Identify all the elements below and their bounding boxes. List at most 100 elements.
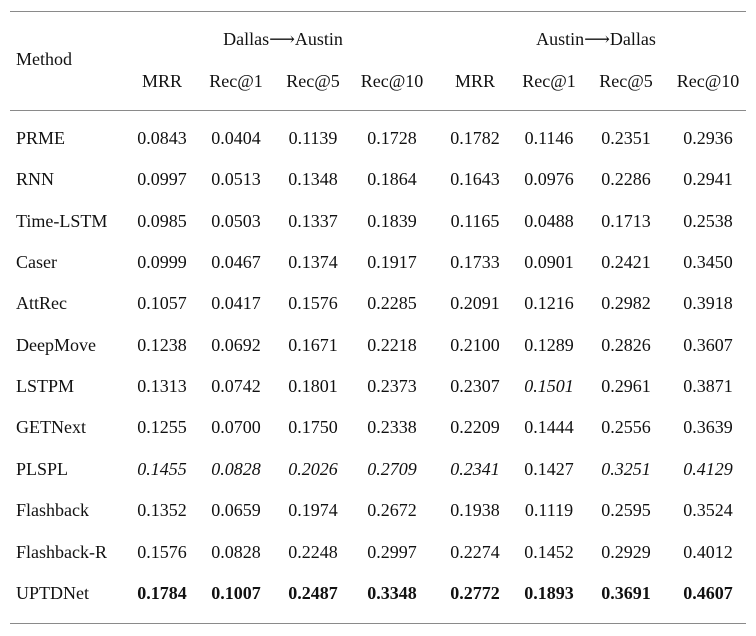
table-cell: 0.0467 xyxy=(211,252,261,272)
table-cell: 0.2595 xyxy=(601,500,651,520)
table-cell: 0.0828 xyxy=(211,542,261,562)
metric-header: MRR xyxy=(454,71,496,91)
table-cell: 0.4607 xyxy=(683,583,733,603)
table-cell: 0.1576 xyxy=(137,542,187,562)
table-cell: 0.1444 xyxy=(524,417,574,437)
table-cell: 0.2538 xyxy=(683,211,733,231)
table-cell: 0.1893 xyxy=(524,583,574,603)
table-cell: 0.1348 xyxy=(288,169,338,189)
table-cell: 0.0843 xyxy=(137,128,187,148)
table-cell: 0.1146 xyxy=(524,128,574,148)
method-name: DeepMove xyxy=(16,335,96,355)
top-rule xyxy=(10,11,746,12)
method-name: Caser xyxy=(16,252,57,272)
table-cell: 0.1713 xyxy=(601,211,651,231)
table-cell: 0.2487 xyxy=(288,583,338,603)
table-cell: 0.1733 xyxy=(450,252,500,272)
bottom-rule xyxy=(10,623,746,624)
table-cell: 0.3251 xyxy=(601,459,651,479)
table-cell: 0.2209 xyxy=(450,417,500,437)
table-cell: 0.3450 xyxy=(683,252,733,272)
table-cell: 0.2248 xyxy=(288,542,338,562)
table-cell: 0.1216 xyxy=(524,293,574,313)
table-cell: 0.1337 xyxy=(288,211,338,231)
method-name: PRME xyxy=(16,128,66,148)
method-name: Flashback-R xyxy=(16,542,107,562)
table-cell: 0.0976 xyxy=(524,169,574,189)
table-cell: 0.0997 xyxy=(137,169,187,189)
table-cell: 0.1671 xyxy=(288,335,338,355)
table-cell: 0.2286 xyxy=(601,169,651,189)
table-cell: 0.1352 xyxy=(137,500,187,520)
table-cell: 0.0742 xyxy=(211,376,261,396)
method-name: GETNext xyxy=(16,417,86,437)
method-name: PLSPL xyxy=(16,459,69,479)
table-cell: 0.1238 xyxy=(137,335,187,355)
header-rule xyxy=(10,110,746,111)
table-cell: 0.1917 xyxy=(367,252,417,272)
table-cell: 0.3607 xyxy=(683,335,733,355)
table-cell: 0.1007 xyxy=(211,583,261,603)
table-cell: 0.3524 xyxy=(683,500,733,520)
table-cell: 0.4012 xyxy=(683,542,733,562)
table-cell: 0.2961 xyxy=(601,376,651,396)
table-cell: 0.1643 xyxy=(450,169,500,189)
table-cell: 0.1289 xyxy=(524,335,574,355)
table-cell: 0.2556 xyxy=(601,417,651,437)
table-cell: 0.1313 xyxy=(137,376,187,396)
table-cell: 0.1139 xyxy=(288,128,338,148)
method-header: Method xyxy=(16,49,72,69)
table-cell: 0.1974 xyxy=(288,500,338,520)
table-cell: 0.2026 xyxy=(288,459,338,479)
table-cell: 0.0700 xyxy=(211,417,261,437)
table-cell: 0.0692 xyxy=(211,335,261,355)
table-cell: 0.0659 xyxy=(211,500,261,520)
table-cell: 0.3918 xyxy=(683,293,733,313)
metric-header: Rec@10 xyxy=(676,71,740,91)
table-cell: 0.1501 xyxy=(524,376,574,396)
table-cell: 0.2351 xyxy=(601,128,651,148)
table-cell: 0.0828 xyxy=(211,459,261,479)
table-cell: 0.1255 xyxy=(137,417,187,437)
metric-header: MRR xyxy=(141,71,183,91)
table-cell: 0.2936 xyxy=(683,128,733,148)
table-cell: 0.2373 xyxy=(367,376,417,396)
table-cell: 0.2091 xyxy=(450,293,500,313)
table-cell: 0.4129 xyxy=(683,459,733,479)
table-cell: 0.1728 xyxy=(367,128,417,148)
metric-header: Rec@10 xyxy=(360,71,424,91)
table-cell: 0.3348 xyxy=(367,583,417,603)
table-cell: 0.1864 xyxy=(367,169,417,189)
metric-header: Rec@1 xyxy=(209,71,263,91)
table-cell: 0.2826 xyxy=(601,335,651,355)
table-cell: 0.3639 xyxy=(683,417,733,437)
group-header-dallas-austin: Dallas⟶Austin xyxy=(223,29,343,49)
table-cell: 0.0404 xyxy=(211,128,261,148)
table-cell: 0.2929 xyxy=(601,542,651,562)
table-cell: 0.2421 xyxy=(601,252,651,272)
table-cell: 0.1165 xyxy=(450,211,500,231)
table-cell: 0.1427 xyxy=(524,459,574,479)
table-cell: 0.2672 xyxy=(367,500,417,520)
table-cell: 0.0901 xyxy=(524,252,574,272)
table-cell: 0.3871 xyxy=(683,376,733,396)
metric-header: Rec@5 xyxy=(286,71,340,91)
table-cell: 0.2285 xyxy=(367,293,417,313)
table-cell: 0.1452 xyxy=(524,542,574,562)
method-name: RNN xyxy=(16,169,55,189)
table-cell: 0.1782 xyxy=(450,128,500,148)
table-cell: 0.2709 xyxy=(367,459,417,479)
table-cell: 0.1938 xyxy=(450,500,500,520)
table-cell: 0.2307 xyxy=(450,376,500,396)
table-cell: 0.2274 xyxy=(450,542,500,562)
table-cell: 0.0513 xyxy=(211,169,261,189)
table-cell: 0.0999 xyxy=(137,252,187,272)
table-cell: 0.1750 xyxy=(288,417,338,437)
method-name: AttRec xyxy=(16,293,67,313)
table-cell: 0.2982 xyxy=(601,293,651,313)
table-cell: 0.2338 xyxy=(367,417,417,437)
table-cell: 0.2341 xyxy=(450,459,500,479)
table-cell: 0.0417 xyxy=(211,293,261,313)
table-cell: 0.1455 xyxy=(137,459,187,479)
